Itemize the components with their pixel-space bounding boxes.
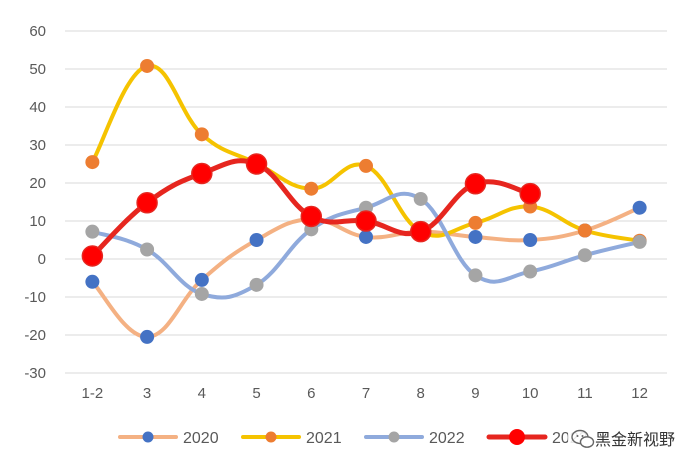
legend-label: 2021	[306, 430, 342, 447]
x-tick-label: 12	[631, 385, 648, 402]
data-point-2023	[355, 210, 377, 232]
data-point-2023	[81, 245, 104, 267]
y-tick-label: 0	[38, 251, 46, 268]
legend-swatch-marker	[142, 431, 154, 443]
data-point-2021	[85, 155, 100, 170]
data-point-2023	[136, 192, 158, 214]
data-point-2022	[140, 242, 155, 257]
legend-item-2022: 2022	[364, 430, 465, 447]
series-2023	[81, 153, 541, 267]
y-tick-label: 10	[29, 213, 46, 230]
legend-label: 2020	[183, 430, 219, 447]
x-tick-label: 5	[252, 385, 260, 402]
y-tick-label: -20	[24, 327, 46, 344]
data-point-2023	[464, 173, 487, 195]
data-point-2020	[359, 229, 373, 244]
data-point-2021	[468, 215, 483, 230]
data-point-2023	[191, 162, 213, 185]
legend-item-2020: 2020	[118, 430, 219, 447]
legend-label: 2022	[429, 430, 465, 447]
data-point-2022	[249, 277, 264, 292]
legend-swatch-marker	[388, 431, 400, 443]
legend-item-2021: 2021	[241, 430, 342, 447]
series-layer	[81, 58, 647, 344]
data-point-2022	[468, 268, 483, 283]
data-point-2020	[468, 229, 483, 244]
data-point-2022	[523, 264, 538, 279]
data-point-2023	[409, 220, 432, 243]
legend-swatch-marker	[509, 429, 525, 445]
data-point-2022	[632, 234, 647, 249]
data-point-2020	[194, 272, 209, 287]
x-tick-label: 3	[143, 385, 151, 402]
x-axis: 1-2 3 4 5 6 7 8 9 10 11 12	[82, 385, 648, 402]
data-point-2020	[632, 200, 647, 215]
y-tick-label: 60	[29, 23, 46, 40]
series-line-2020	[90, 205, 642, 339]
data-point-2022	[413, 191, 428, 206]
data-point-2020	[85, 274, 100, 289]
data-point-2022	[577, 248, 592, 263]
y-tick-label: 20	[29, 175, 46, 192]
x-tick-label: 7	[362, 385, 370, 402]
x-tick-label: 4	[198, 385, 206, 402]
x-tick-label: 10	[522, 385, 539, 402]
y-tick-label: 40	[29, 99, 46, 116]
series-2022	[85, 191, 647, 301]
legend: 2020202120222023	[118, 429, 588, 447]
data-point-2023	[519, 182, 541, 205]
data-point-2021	[140, 58, 155, 73]
x-tick-label: 1-2	[82, 385, 104, 402]
data-point-2023	[300, 205, 323, 228]
x-tick-label: 8	[417, 385, 425, 402]
watermark-text: 黑金新视野	[595, 431, 675, 449]
wechat-icon	[571, 429, 595, 448]
data-point-2022	[194, 286, 209, 301]
watermark: 黑金新视野	[568, 425, 698, 453]
legend-swatch-marker	[265, 431, 277, 443]
data-point-2021	[304, 181, 319, 196]
y-tick-label: -10	[24, 289, 46, 306]
y-tick-label: 50	[29, 61, 46, 78]
y-tick-label: -30	[24, 365, 46, 382]
y-axis: 60 50 40 30 20 10 0 -10 -20 -30	[24, 23, 46, 382]
data-point-2021	[577, 223, 592, 238]
y-tick-label: 30	[29, 137, 46, 154]
series-2020	[85, 200, 647, 344]
data-point-2020	[523, 233, 538, 247]
x-tick-label: 11	[577, 385, 593, 402]
data-point-2020	[249, 233, 264, 247]
data-point-2023	[245, 153, 268, 175]
x-tick-label: 9	[471, 385, 479, 402]
data-point-2021	[359, 158, 373, 173]
x-tick-label: 6	[307, 385, 315, 402]
data-point-2022	[85, 224, 100, 239]
data-point-2021	[194, 127, 209, 142]
data-point-2020	[140, 329, 155, 344]
